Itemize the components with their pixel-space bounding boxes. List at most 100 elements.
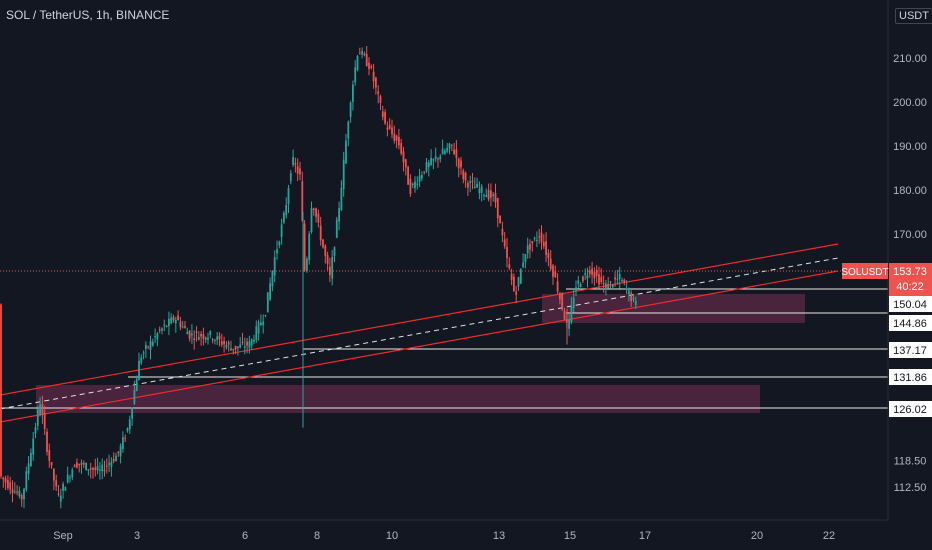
candle-body — [338, 208, 340, 222]
candle-body — [538, 236, 541, 238]
candle-body — [103, 470, 106, 472]
candle-body — [310, 208, 313, 233]
candle-body — [536, 239, 538, 241]
candle-body — [78, 463, 81, 466]
candle-body — [48, 450, 51, 461]
level-label: 137.17 — [893, 345, 927, 357]
candle-body — [214, 339, 216, 341]
candle-body — [110, 461, 113, 468]
candle-body — [409, 178, 412, 195]
candle-body — [230, 348, 232, 351]
candle-body — [101, 464, 104, 472]
candle-body — [92, 468, 94, 470]
candle-body — [607, 283, 610, 289]
x-tick-label: 15 — [564, 530, 576, 542]
candle-body — [9, 482, 12, 490]
candle-body — [322, 239, 324, 248]
candle-body — [260, 322, 262, 326]
candle-body — [549, 258, 552, 269]
candle-body — [20, 494, 23, 500]
candle-body — [365, 54, 368, 66]
candle-body — [572, 297, 575, 308]
candle-body — [34, 427, 37, 434]
candle-body — [588, 270, 591, 275]
candle-body — [191, 333, 193, 336]
candle-body — [623, 279, 626, 283]
candle-body — [62, 483, 64, 491]
candle-body — [64, 487, 67, 491]
candle-body — [23, 488, 25, 500]
candle-body — [460, 160, 462, 168]
candle-body — [614, 277, 616, 280]
candle-body — [319, 225, 322, 241]
candle-body — [395, 135, 398, 141]
x-tick-label: 10 — [386, 530, 398, 542]
countdown: 40:22 — [896, 281, 924, 293]
candle-body — [483, 195, 485, 197]
candle-body — [586, 275, 589, 279]
candle-body — [480, 186, 483, 193]
candle-body — [131, 408, 133, 419]
candle-body — [209, 331, 212, 335]
candle-body — [296, 166, 299, 174]
candle-body — [248, 341, 251, 348]
candle-body — [487, 189, 490, 200]
candle-body — [432, 158, 435, 161]
level-label-bg — [889, 315, 932, 331]
candle-body — [246, 341, 248, 346]
candle-body — [333, 247, 336, 256]
candle-body — [441, 148, 444, 155]
candle-body — [377, 91, 380, 94]
candle-body — [577, 280, 580, 284]
candle-body — [317, 213, 320, 223]
candle-body — [30, 452, 32, 467]
candle-body — [634, 300, 637, 306]
candle-body — [69, 477, 71, 479]
candle-body — [174, 319, 177, 324]
candle-body — [257, 321, 260, 334]
candle-body — [312, 208, 315, 210]
candle-body — [388, 124, 391, 129]
candle-body — [400, 143, 403, 154]
candle-body — [220, 341, 223, 345]
candle-body — [7, 480, 9, 488]
candle-body — [391, 127, 393, 135]
candle-body — [39, 404, 41, 416]
currency-badge[interactable]: USDT — [895, 8, 932, 24]
candle-body — [283, 213, 285, 223]
candle-body — [119, 445, 122, 457]
candle-body — [117, 451, 120, 454]
candle-body — [455, 149, 458, 158]
candle-body — [89, 468, 92, 470]
candle-body — [285, 204, 288, 216]
candle-body — [145, 345, 147, 349]
candle-body — [200, 333, 202, 337]
y-tick-label: 200.00 — [893, 97, 927, 109]
candle-body — [375, 77, 377, 88]
candle-body — [379, 96, 382, 103]
candle-body — [618, 273, 621, 280]
candle-body — [478, 188, 481, 194]
candle-body — [151, 341, 154, 346]
candle-body — [450, 144, 453, 146]
candle-body — [188, 330, 191, 339]
candle-body — [467, 183, 469, 188]
x-tick-label: Sep — [53, 530, 73, 542]
demand-zone-lower — [36, 385, 760, 413]
candle-body — [609, 281, 612, 283]
candle-body — [381, 111, 384, 118]
candle-body — [501, 228, 504, 236]
candle-body — [368, 62, 370, 70]
candle-body — [82, 462, 85, 465]
candle-body — [510, 273, 513, 280]
candle-body — [193, 338, 196, 341]
candle-body — [94, 467, 97, 470]
candle-body — [53, 469, 55, 481]
level-label: 131.86 — [893, 372, 927, 384]
candle-body — [506, 247, 508, 259]
candle-body — [156, 333, 159, 340]
candle-body — [99, 469, 101, 471]
x-tick-label: 22 — [823, 530, 835, 542]
candle-body — [568, 319, 570, 329]
